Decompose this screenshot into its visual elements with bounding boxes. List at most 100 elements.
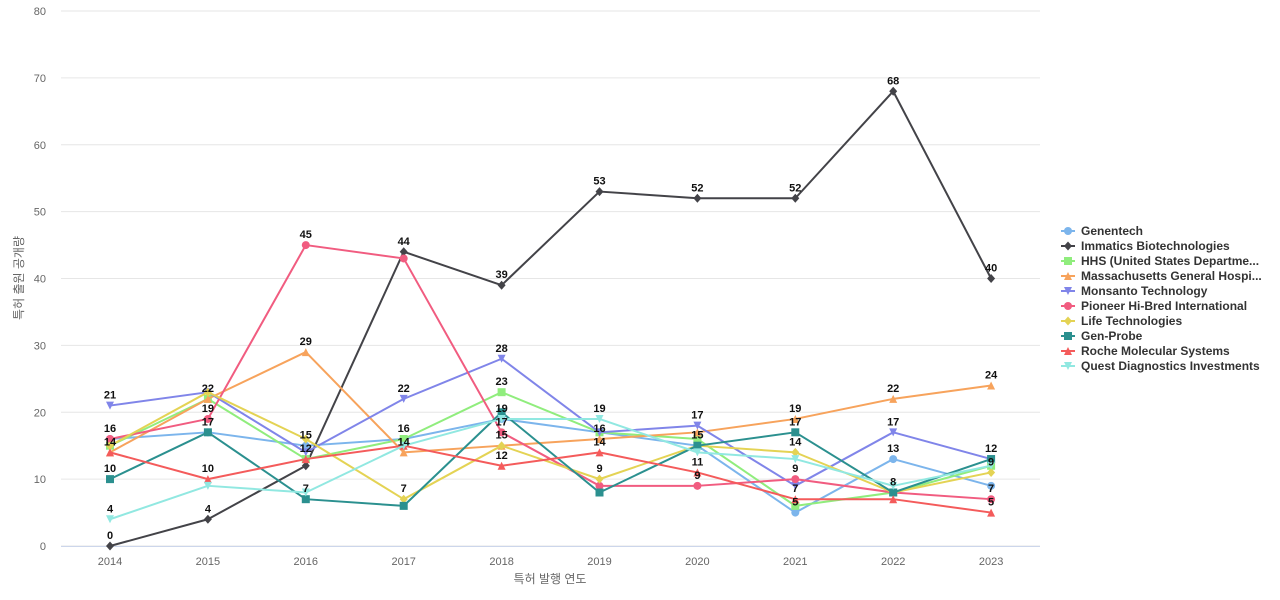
data-point[interactable] xyxy=(399,247,408,257)
data-point[interactable] xyxy=(791,501,800,510)
series-line[interactable] xyxy=(109,417,993,521)
data-point[interactable] xyxy=(987,495,996,504)
data-point[interactable] xyxy=(399,494,408,504)
legend-item[interactable]: Massachusetts General Hospi... xyxy=(1061,269,1262,283)
data-point[interactable] xyxy=(889,428,898,437)
data-point[interactable] xyxy=(889,495,898,504)
data-point[interactable] xyxy=(595,428,604,437)
data-point[interactable] xyxy=(595,187,604,197)
series-line[interactable] xyxy=(109,411,993,507)
series-line[interactable] xyxy=(109,444,993,514)
data-point[interactable] xyxy=(497,408,506,417)
data-point[interactable] xyxy=(889,481,898,490)
data-point[interactable] xyxy=(791,475,800,484)
data-point[interactable] xyxy=(889,86,898,96)
data-point[interactable] xyxy=(301,455,310,464)
data-point[interactable] xyxy=(106,541,114,551)
legend-item[interactable]: Genentech xyxy=(1061,224,1143,238)
data-point[interactable] xyxy=(399,254,408,263)
data-point[interactable] xyxy=(203,414,212,423)
data-point[interactable] xyxy=(497,388,506,397)
data-point[interactable] xyxy=(203,475,212,484)
series-line[interactable] xyxy=(109,391,993,501)
data-point[interactable] xyxy=(595,448,604,457)
data-point[interactable] xyxy=(595,414,604,423)
data-point[interactable] xyxy=(791,455,800,464)
data-point[interactable] xyxy=(595,488,604,497)
data-point[interactable] xyxy=(693,448,702,457)
data-point[interactable] xyxy=(301,495,310,504)
data-point[interactable] xyxy=(693,421,702,430)
legend-item[interactable]: Gen-Probe xyxy=(1061,329,1143,343)
data-point[interactable] xyxy=(889,394,898,403)
data-point[interactable] xyxy=(106,435,114,443)
data-point[interactable] xyxy=(791,508,800,517)
data-point[interactable] xyxy=(399,394,408,403)
legend-item[interactable]: Monsanto Technology xyxy=(1061,284,1208,298)
series-line[interactable] xyxy=(109,351,993,454)
series-line[interactable] xyxy=(109,357,993,487)
data-point[interactable] xyxy=(106,401,114,410)
data-point[interactable] xyxy=(301,461,310,471)
data-point[interactable] xyxy=(497,414,506,423)
data-point[interactable] xyxy=(106,475,114,484)
data-point[interactable] xyxy=(791,481,800,490)
data-point[interactable] xyxy=(595,474,604,484)
legend-item[interactable]: Life Technologies xyxy=(1061,314,1182,328)
data-point[interactable] xyxy=(889,455,898,464)
data-point[interactable] xyxy=(987,508,996,517)
data-point[interactable] xyxy=(693,435,702,443)
legend-item[interactable]: Immatics Biotechnologies xyxy=(1061,239,1230,253)
data-point[interactable] xyxy=(791,414,800,423)
data-point[interactable] xyxy=(693,193,702,203)
data-point[interactable] xyxy=(987,461,996,470)
data-point[interactable] xyxy=(791,193,800,203)
data-point[interactable] xyxy=(106,515,114,524)
data-point[interactable] xyxy=(693,441,702,450)
data-point[interactable] xyxy=(889,488,898,497)
data-point[interactable] xyxy=(791,495,800,504)
data-point[interactable] xyxy=(791,447,800,457)
data-point[interactable] xyxy=(301,488,310,497)
data-point[interactable] xyxy=(693,428,702,437)
data-point[interactable] xyxy=(203,428,212,437)
data-point[interactable] xyxy=(987,274,996,283)
data-point[interactable] xyxy=(987,481,996,490)
data-point[interactable] xyxy=(301,241,310,250)
data-point[interactable] xyxy=(203,514,212,524)
data-point[interactable] xyxy=(203,394,212,403)
data-point[interactable] xyxy=(497,280,506,290)
legend-item[interactable]: HHS (United States Departme... xyxy=(1061,254,1259,268)
data-point[interactable] xyxy=(301,434,310,444)
data-point[interactable] xyxy=(595,481,604,490)
data-point[interactable] xyxy=(301,448,310,457)
legend-item[interactable]: Pioneer Hi-Bred International xyxy=(1061,299,1247,313)
data-point[interactable] xyxy=(399,501,408,510)
series-line[interactable] xyxy=(109,244,993,501)
data-point[interactable] xyxy=(203,481,212,490)
data-point[interactable] xyxy=(301,348,310,357)
data-point[interactable] xyxy=(791,428,800,437)
legend-item[interactable]: Quest Diagnostics Investments xyxy=(1061,359,1260,373)
legend-item[interactable]: Roche Molecular Systems xyxy=(1061,344,1230,358)
data-point[interactable] xyxy=(693,481,702,490)
data-point[interactable] xyxy=(497,461,506,470)
data-point[interactable] xyxy=(595,435,604,443)
data-point[interactable] xyxy=(987,455,996,464)
data-point[interactable] xyxy=(497,428,506,437)
data-point[interactable] xyxy=(301,441,310,450)
data-point[interactable] xyxy=(693,468,702,477)
data-point[interactable] xyxy=(497,441,506,451)
data-point[interactable] xyxy=(106,441,114,451)
data-point[interactable] xyxy=(987,381,996,390)
series-line[interactable] xyxy=(109,90,993,547)
data-point[interactable] xyxy=(203,387,212,397)
data-point[interactable] xyxy=(987,467,996,477)
data-label: 19 xyxy=(495,403,507,415)
data-point[interactable] xyxy=(399,441,408,450)
data-point[interactable] xyxy=(399,435,408,443)
data-point[interactable] xyxy=(106,448,114,457)
data-point[interactable] xyxy=(399,448,408,457)
data-point[interactable] xyxy=(497,354,506,363)
